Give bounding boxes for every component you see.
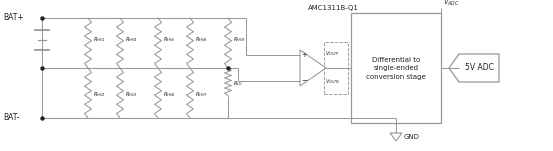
Text: Differential to
single-ended
conversion stage: Differential to single-ended conversion … — [366, 56, 426, 79]
Text: $R_{HV7}$: $R_{HV7}$ — [195, 91, 208, 100]
Text: $R_{HV5}$: $R_{HV5}$ — [163, 35, 176, 44]
Text: BAT-: BAT- — [3, 114, 19, 122]
Text: AMC1311B-Q1: AMC1311B-Q1 — [308, 5, 359, 11]
Text: $R_{HV8}$: $R_{HV8}$ — [195, 35, 208, 44]
Text: $R_{HV4}$: $R_{HV4}$ — [125, 35, 138, 44]
Text: $R_{HV6}$: $R_{HV6}$ — [163, 91, 176, 100]
Text: 5V ADC: 5V ADC — [465, 64, 493, 72]
Text: −: − — [301, 78, 307, 84]
Text: $R_{HV9}$: $R_{HV9}$ — [233, 35, 246, 44]
Text: $R_{HV2}$: $R_{HV2}$ — [93, 91, 106, 100]
Text: +: + — [301, 52, 307, 58]
Text: $R_{LV}$: $R_{LV}$ — [233, 79, 243, 88]
Text: $V_{ADC}$: $V_{ADC}$ — [443, 0, 460, 8]
Bar — [351, 13, 441, 123]
Text: $V_{OUTP}$: $V_{OUTP}$ — [325, 50, 340, 58]
Text: $R_{HV3}$: $R_{HV3}$ — [125, 91, 138, 100]
Text: BAT+: BAT+ — [3, 13, 24, 22]
Text: $R_{HV1}$: $R_{HV1}$ — [93, 35, 106, 44]
Bar — [324, 42, 348, 94]
Text: $V_{OUTN}$: $V_{OUTN}$ — [325, 78, 340, 87]
Text: GND: GND — [404, 134, 420, 140]
